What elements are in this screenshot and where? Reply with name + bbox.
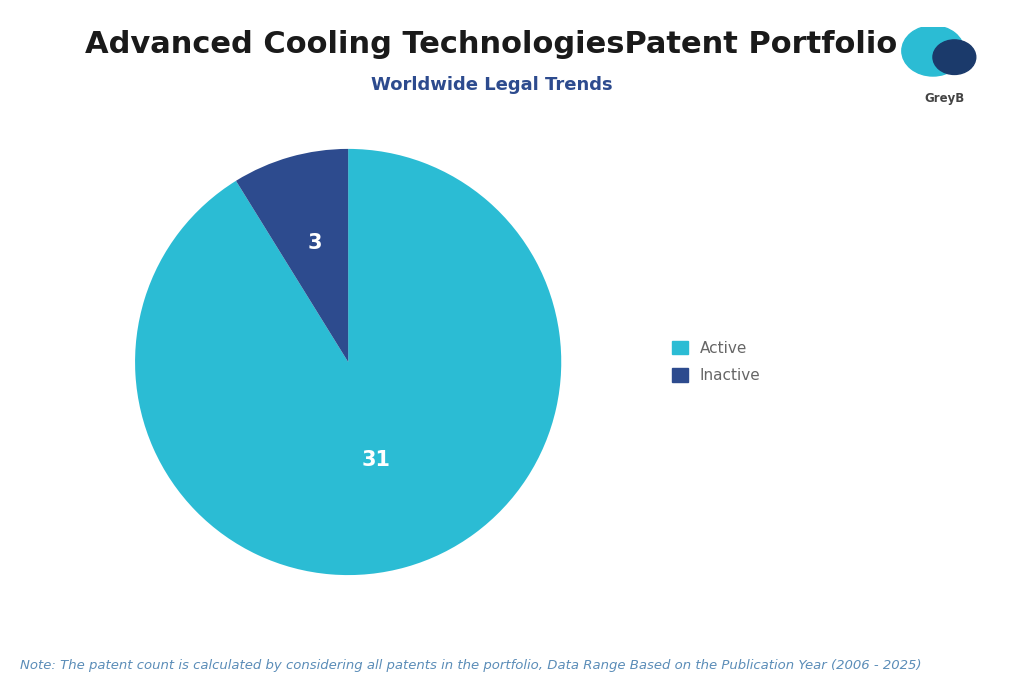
Circle shape (933, 40, 976, 74)
Wedge shape (236, 149, 348, 362)
Text: Worldwide Legal Trends: Worldwide Legal Trends (371, 76, 612, 94)
Legend: Active, Inactive: Active, Inactive (665, 333, 768, 391)
Text: 31: 31 (361, 450, 390, 471)
Text: Advanced Cooling TechnologiesPatent Portfolio: Advanced Cooling TechnologiesPatent Port… (85, 30, 898, 59)
Text: Note: The patent count is calculated by considering all patents in the portfolio: Note: The patent count is calculated by … (20, 659, 922, 673)
Text: 3: 3 (307, 233, 322, 253)
Text: GreyB: GreyB (925, 92, 965, 104)
Wedge shape (135, 149, 561, 575)
Circle shape (902, 26, 965, 76)
